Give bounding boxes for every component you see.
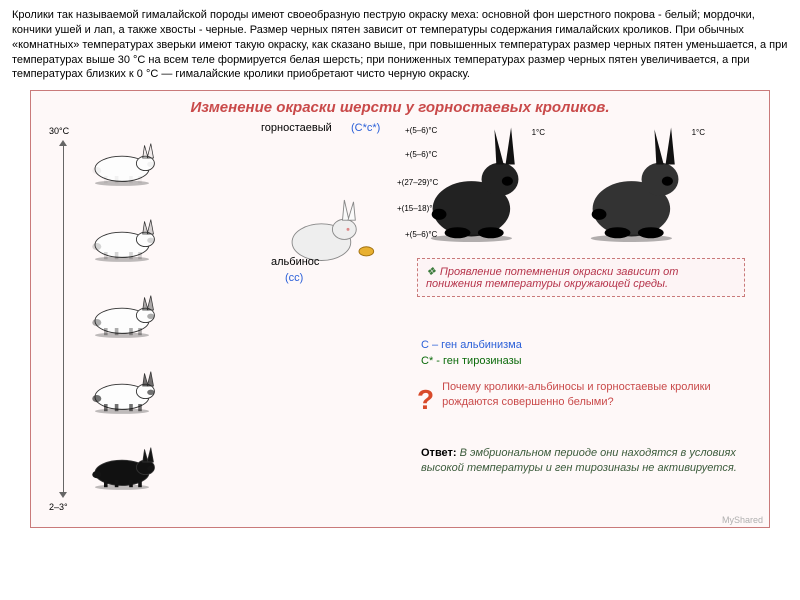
answer-text: В эмбриональном периоде они находятся в … bbox=[421, 447, 737, 473]
rabbit-stage bbox=[77, 280, 167, 340]
diagram-content: 30°C 2–3° bbox=[41, 122, 759, 522]
diagram-container: Изменение окраски шерсти у горностаевых … bbox=[30, 90, 770, 528]
rabbit-stage bbox=[77, 128, 167, 188]
experiment-rabbit: 1°C bbox=[571, 122, 701, 247]
gene-legend: С – ген альбинизма С* - ген тирозиназы bbox=[421, 338, 522, 369]
middle-column: горностаевый (С*с*) альбинос (сс) bbox=[241, 122, 411, 522]
experiment-rabbits: 1°C 1°C bbox=[411, 122, 701, 247]
experiment-rabbit: 1°C bbox=[411, 122, 541, 247]
right-column: +(5–6)°C+(5–6)°C+(27–29)°C+(15–18)°C+(5–… bbox=[411, 122, 751, 522]
answer-block: Ответ: В эмбриональном периоде они наход… bbox=[421, 446, 745, 475]
ermine-label: горностаевый bbox=[261, 122, 332, 134]
rabbit-stage bbox=[77, 356, 167, 416]
gene-c-line: С – ген альбинизма bbox=[421, 338, 522, 353]
albino-genotype: (сс) bbox=[285, 272, 303, 284]
albino-label: альбинос bbox=[271, 256, 319, 268]
diagram-title: Изменение окраски шерсти у горностаевых … bbox=[41, 99, 759, 116]
gene-cstar-line: С* - ген тирозиназы bbox=[421, 354, 522, 369]
statement-text: Проявление потемнения окраски зависит от… bbox=[426, 266, 678, 290]
answer-label: Ответ: bbox=[421, 447, 457, 459]
rabbit-stage bbox=[77, 204, 167, 264]
temperature-axis: 30°C 2–3° bbox=[49, 126, 79, 506]
rabbit-stage bbox=[77, 432, 167, 492]
statement-box: ❖Проявление потемнения окраски зависит о… bbox=[417, 258, 745, 297]
temp-top-label: 30°C bbox=[49, 126, 69, 136]
question-block: ? Почему кролики-альбиносы и горностаевы… bbox=[417, 380, 745, 414]
axis-line bbox=[63, 144, 64, 494]
ermine-genotype: (С*с*) bbox=[351, 122, 380, 134]
bullet-icon: ❖ bbox=[426, 266, 436, 278]
intro-paragraph: Кролики так называемой гималайской пород… bbox=[0, 0, 800, 86]
left-column: 30°C 2–3° bbox=[41, 122, 241, 522]
arrow-down-icon bbox=[59, 492, 67, 498]
temp-bottom-label: 2–3° bbox=[49, 502, 68, 512]
watermark: MyShared bbox=[722, 515, 763, 525]
question-mark-icon: ? bbox=[417, 386, 434, 414]
question-text: Почему кролики-альбиносы и горностаевые … bbox=[442, 380, 745, 414]
